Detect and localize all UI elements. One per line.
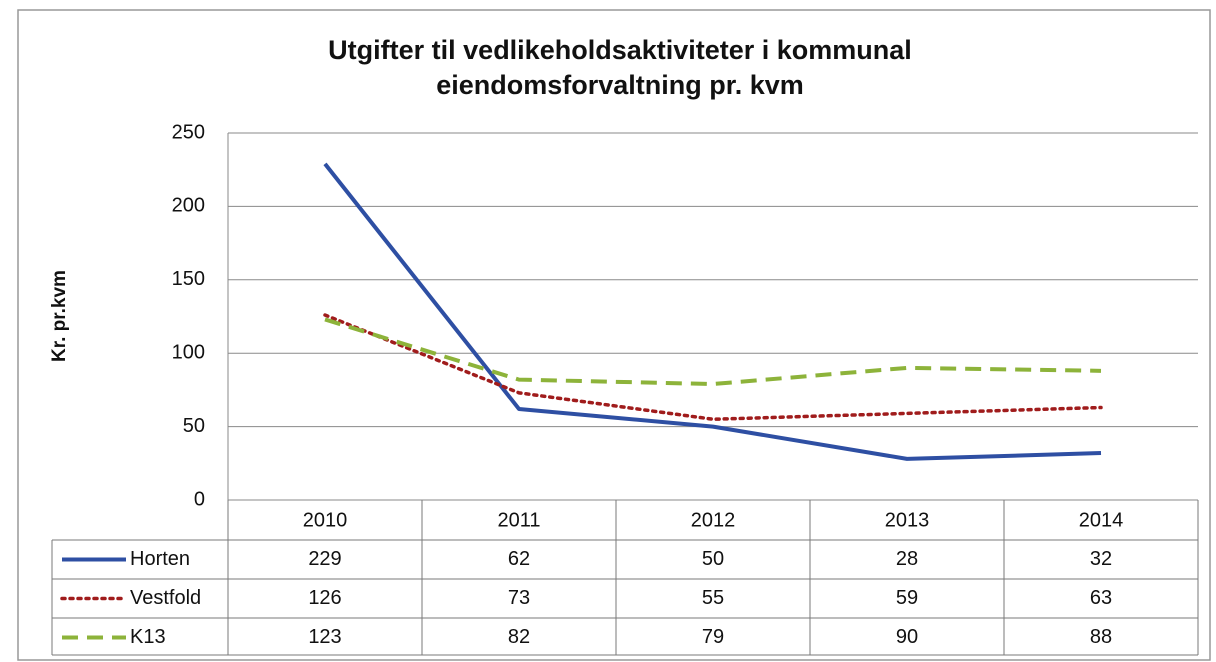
y-axis-label: Kr. pr.kvm [49,270,70,362]
table-value: 59 [896,587,918,609]
y-tick-label: 200 [172,195,205,217]
table-value: 90 [896,626,918,648]
legend-label: K13 [130,626,166,648]
series-line [323,162,1102,461]
table-value: 88 [1090,626,1112,648]
table-value: 32 [1090,548,1112,570]
x-tick-label: 2012 [691,509,736,531]
chart-title: eiendomsforvaltning pr. kvm [436,70,804,100]
table-value: 62 [508,548,530,570]
x-tick-label: 2011 [497,509,540,531]
table-value: 229 [308,548,341,570]
y-tick-label: 100 [172,341,205,363]
legend-label: Vestfold [130,587,201,609]
table-value: 73 [508,587,530,609]
legend-label: Horten [130,548,190,570]
table-value: 55 [702,587,724,609]
table-value: 50 [702,548,724,570]
table-value: 28 [896,548,918,570]
y-tick-label: 150 [172,268,205,290]
y-tick-label: 250 [172,121,205,143]
chart-frame [17,9,1211,661]
table-value: 126 [308,587,341,609]
table-value: 79 [702,626,724,648]
x-tick-label: 2014 [1079,509,1124,531]
table-value: 82 [508,626,530,648]
series-line [324,317,1102,387]
y-tick-label: 50 [183,415,205,437]
x-tick-label: 2010 [303,509,348,531]
chart-title: Utgifter til vedlikeholdsaktiviteter i k… [328,35,912,65]
x-tick-label: 2013 [885,509,930,531]
y-tick-label: 0 [194,488,205,510]
table-value: 63 [1090,587,1112,609]
series-line [323,313,1103,422]
table-value: 123 [308,626,341,648]
